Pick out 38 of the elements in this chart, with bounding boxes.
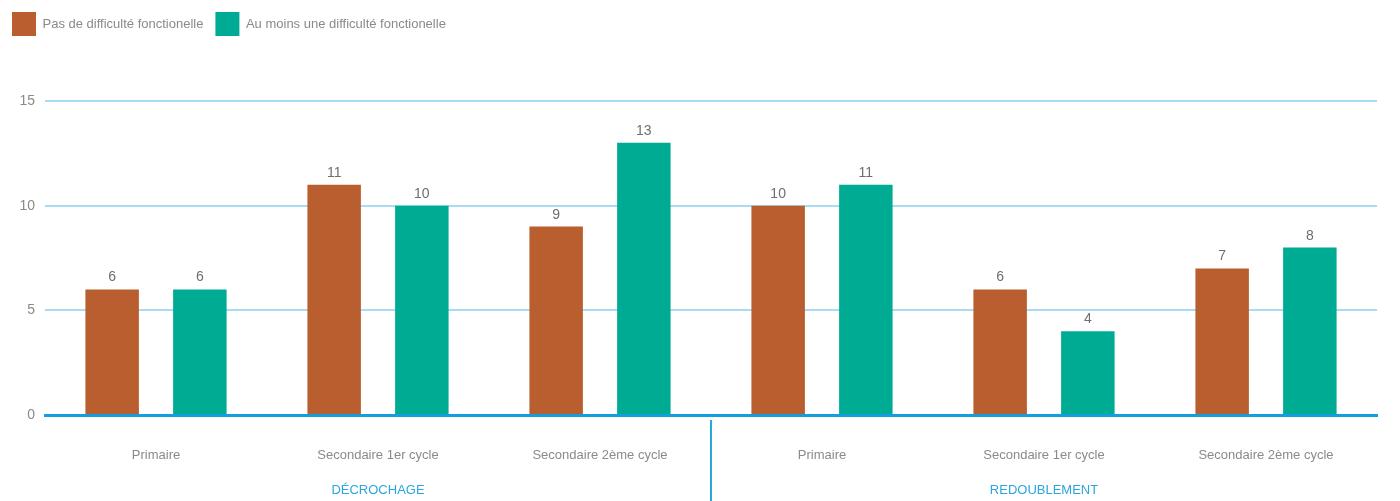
x-tick-label: Secondaire 1er cycle (983, 447, 1105, 463)
bar (1061, 331, 1115, 414)
data-label: 13 (636, 121, 652, 138)
data-label: 10 (770, 184, 787, 201)
y-tick-label: 5 (27, 301, 36, 318)
y-tick-label: 0 (27, 405, 36, 422)
bar (173, 289, 227, 414)
bar (751, 205, 805, 414)
x-tick-label: Secondaire 2ème cycle (1198, 447, 1334, 463)
bar (395, 205, 449, 414)
bar (307, 184, 361, 414)
bar (1195, 268, 1249, 414)
data-label: 9 (552, 205, 561, 222)
bar (85, 289, 139, 414)
x-tick-label: Secondaire 1er cycle (317, 447, 439, 463)
data-label: 11 (858, 163, 874, 180)
data-label: 6 (195, 268, 204, 285)
x-axis-title: REDOUBLEMENT (989, 481, 1099, 497)
legend-label: Pas de difficulté fonctionelle (42, 15, 204, 31)
x-tick-label: Secondaire 2ème cycle (532, 447, 668, 463)
data-label: 8 (1305, 226, 1314, 243)
x-tick-label: Primaire (131, 447, 181, 463)
bar (1283, 247, 1337, 414)
data-label: 7 (1218, 247, 1227, 264)
y-tick-label: 10 (19, 196, 36, 213)
bar (617, 142, 671, 414)
data-label: 6 (108, 268, 117, 285)
bar (839, 184, 893, 414)
data-label: 6 (996, 268, 1005, 285)
data-label: 4 (1083, 310, 1092, 327)
data-label: 10 (414, 184, 430, 201)
data-label: 11 (326, 163, 342, 180)
y-tick-label: 15 (19, 91, 36, 108)
bar (973, 289, 1027, 414)
x-tick-label: Primaire (797, 447, 847, 463)
x-axis-title: DÉCROCHAGE (331, 481, 425, 497)
legend-label: Au moins une difficulté fonctionelle (245, 15, 446, 31)
bar (529, 226, 583, 414)
